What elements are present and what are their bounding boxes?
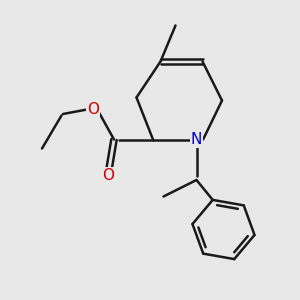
Text: O: O [102, 168, 114, 183]
Text: O: O [87, 102, 99, 117]
Text: N: N [191, 132, 202, 147]
